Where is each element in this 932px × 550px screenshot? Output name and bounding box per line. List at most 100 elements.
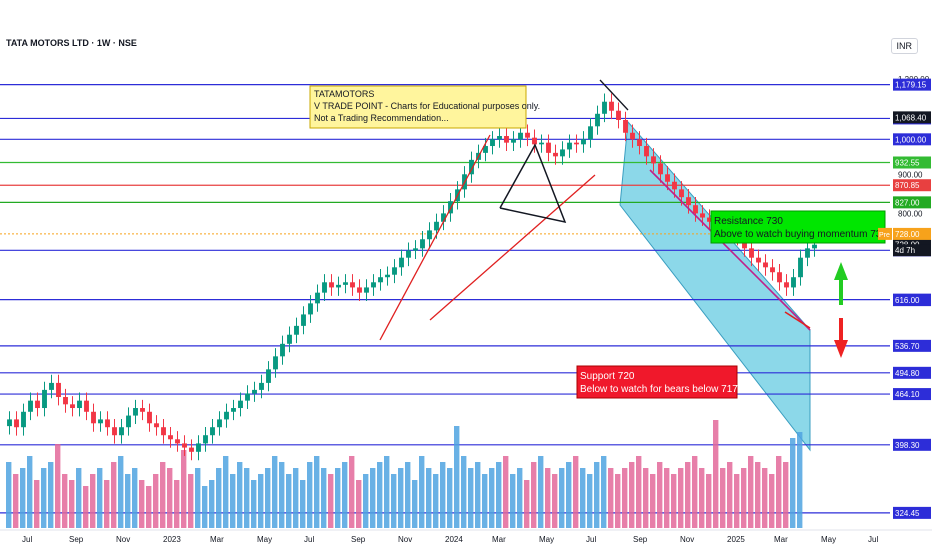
candle-body	[154, 423, 159, 428]
volume-bar	[181, 450, 187, 528]
currency-button[interactable]: INR	[890, 38, 918, 54]
candle-body	[329, 282, 334, 288]
volume-bar	[153, 474, 159, 528]
candle-body	[378, 277, 383, 283]
volume-bar	[20, 468, 26, 528]
volume-bar	[328, 474, 334, 528]
volume-bar	[209, 480, 215, 528]
candle-body	[273, 356, 278, 370]
candle-body	[504, 136, 509, 143]
level-badge: 464.10	[895, 390, 920, 399]
volume-bar	[41, 468, 47, 528]
volume-bar	[202, 486, 208, 528]
x-tick-label: Mar	[210, 535, 224, 544]
candle-body	[693, 205, 698, 214]
candle-body	[266, 369, 271, 383]
volume-bar	[762, 468, 768, 528]
volume-bar	[566, 462, 572, 528]
candle-body	[189, 447, 194, 452]
volume-bar	[335, 468, 341, 528]
candle-body	[385, 274, 390, 278]
level-badge: 1,000.00	[895, 135, 927, 144]
volume-bar	[34, 480, 40, 528]
candle-body	[651, 156, 656, 164]
level-badge-bg	[893, 438, 931, 451]
candle-body	[490, 139, 495, 147]
candle-body	[42, 389, 47, 409]
volume-bar	[83, 486, 89, 528]
volume-bar	[713, 420, 719, 528]
candle-body	[707, 217, 712, 222]
candle-body	[322, 282, 327, 293]
x-tick-label: 2023	[163, 535, 181, 544]
candle-body	[441, 213, 446, 222]
volume-bar	[27, 456, 33, 528]
x-tick-label: 2024	[445, 535, 463, 544]
volume-bar	[419, 456, 425, 528]
price-axis-bg	[890, 55, 932, 530]
volume-bar	[734, 474, 740, 528]
candle-body	[210, 427, 215, 436]
candle-body	[798, 257, 803, 278]
volume-bar	[573, 456, 579, 528]
volume-bar	[279, 462, 285, 528]
volume-bar	[412, 480, 418, 528]
candle-body	[49, 382, 54, 390]
candle-body	[602, 101, 607, 114]
volume-bar	[531, 462, 537, 528]
candle-body	[770, 267, 775, 273]
candle-body	[126, 415, 131, 428]
volume-bar	[237, 462, 243, 528]
volume-bar	[454, 426, 460, 528]
volume-bar	[370, 468, 376, 528]
resistance-box	[710, 210, 886, 244]
candle-body	[434, 221, 439, 231]
pre-badge-bg	[893, 227, 931, 240]
x-tick-label: Mar	[774, 535, 788, 544]
candle-body	[203, 435, 208, 444]
trend-line	[379, 134, 491, 341]
candle-body	[91, 411, 96, 424]
volume-bar	[517, 468, 523, 528]
volume-bar	[167, 468, 173, 528]
candle-body	[812, 244, 817, 249]
x-tick-label: Sep	[69, 535, 84, 544]
candle-body	[665, 174, 670, 182]
candle-body	[224, 411, 229, 420]
candle-body	[182, 443, 187, 448]
volume-bar	[685, 462, 691, 528]
volume-bar	[797, 432, 803, 528]
price-badge: 1,068.40	[895, 113, 927, 122]
volume-bar	[265, 468, 271, 528]
volume-bar	[118, 456, 124, 528]
candle-body	[14, 419, 19, 428]
candle-body	[427, 230, 432, 240]
volume-bar	[622, 468, 628, 528]
volume-bar	[139, 480, 145, 528]
candle-body	[609, 101, 614, 111]
y-tick-label: 900.00	[898, 170, 923, 179]
volume-bar	[482, 474, 488, 528]
note-text: Not a Trading Recommendation...	[314, 113, 449, 123]
x-tick-label: Jul	[868, 535, 878, 544]
candle-body	[315, 292, 320, 304]
level-badge: 324.45	[895, 509, 920, 518]
x-tick-label: 2025	[727, 535, 745, 544]
candle-body	[357, 287, 362, 293]
candle-body	[700, 213, 705, 218]
volume-bar	[160, 462, 166, 528]
candle-body	[35, 400, 40, 409]
candle-body	[294, 325, 299, 335]
candle-body	[168, 435, 173, 440]
volume-bar	[405, 462, 411, 528]
candle-body	[28, 400, 33, 412]
candle-body	[413, 248, 418, 251]
volume-bar	[601, 456, 607, 528]
candle-body	[56, 382, 61, 398]
candle-body	[301, 314, 306, 326]
volume-bar	[510, 474, 516, 528]
volume-bar	[489, 468, 495, 528]
candle-body	[392, 267, 397, 275]
x-tick-label: Jul	[586, 535, 596, 544]
